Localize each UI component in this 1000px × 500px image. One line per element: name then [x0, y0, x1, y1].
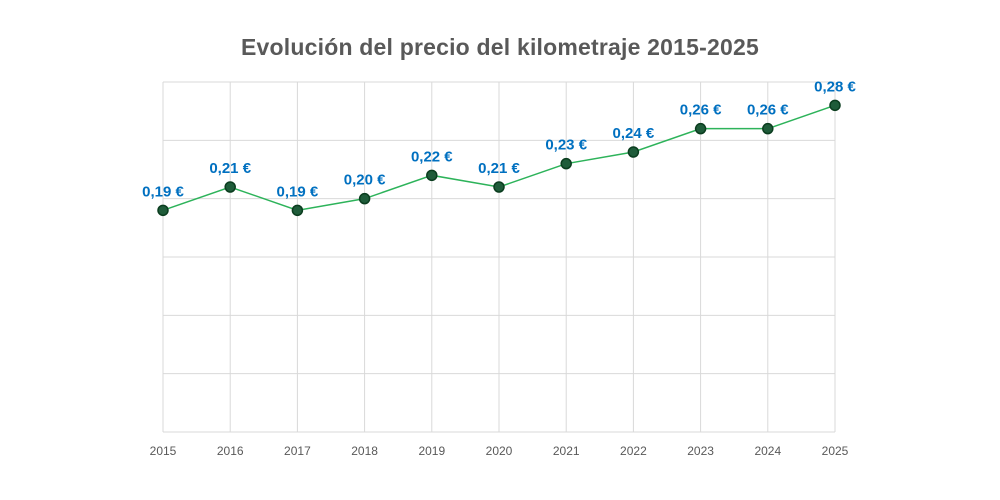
data-point — [627, 146, 640, 158]
data-labels: 0,19 € 0,21 € 0,19 € 0,20 € 0,22 € 0,21 € 0,23… — [142, 78, 856, 200]
data-point — [157, 204, 169, 217]
data-point — [224, 181, 236, 193]
data-points — [157, 99, 841, 217]
data-label: 0,21 € — [209, 160, 251, 177]
x-axis-ticks: 2015 2016 2017 2018 2019 2020 2021 2022 2023 2024… — [150, 444, 849, 458]
data-label: 0,20 € — [344, 172, 386, 189]
data-point — [426, 169, 438, 182]
x-tick-label: 2022 — [620, 444, 647, 458]
chart-title: Evolución del precio del kilometraje 201… — [241, 34, 759, 60]
x-tick-label: 2025 — [822, 444, 849, 458]
data-label: 0,19 € — [277, 183, 319, 200]
data-point — [829, 99, 841, 112]
data-label: 0,26 € — [747, 102, 789, 119]
data-point — [694, 122, 707, 135]
data-point — [560, 157, 572, 170]
data-label: 0,28 € — [814, 78, 856, 95]
data-label: 0,26 € — [680, 102, 722, 119]
x-tick-label: 2015 — [150, 444, 177, 458]
data-point — [762, 122, 774, 135]
x-tick-label: 2020 — [486, 444, 513, 458]
x-tick-label: 2017 — [284, 444, 311, 458]
x-tick-label: 2016 — [217, 444, 244, 458]
gridlines — [162, 81, 836, 433]
data-point — [493, 181, 505, 193]
data-label: 0,23 € — [545, 137, 587, 154]
data-label: 0,24 € — [613, 125, 655, 142]
data-label: 0,19 € — [142, 183, 184, 200]
data-point — [358, 192, 371, 205]
x-tick-label: 2019 — [418, 444, 445, 458]
x-tick-label: 2018 — [351, 444, 378, 458]
data-point — [291, 204, 304, 217]
x-tick-label: 2024 — [754, 444, 781, 458]
x-tick-label: 2021 — [553, 444, 580, 458]
data-label: 0,21 € — [478, 160, 520, 177]
data-label: 0,22 € — [411, 148, 453, 165]
x-tick-label: 2023 — [687, 444, 714, 458]
